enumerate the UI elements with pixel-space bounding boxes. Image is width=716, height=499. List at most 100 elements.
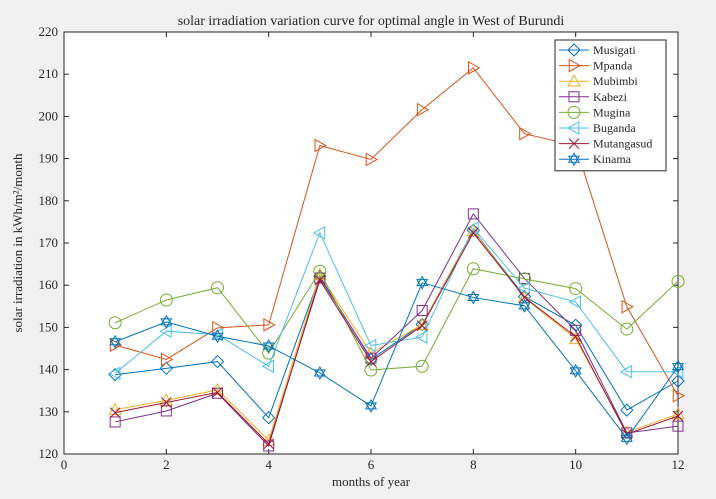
data-point-mutangasud [365, 356, 377, 367]
legend-marker [567, 74, 581, 87]
data-point-mpanda [416, 102, 430, 117]
data-point-buganda [108, 366, 121, 381]
data-point-mugina [671, 274, 685, 288]
data-point-mpanda [672, 388, 686, 403]
data-point-kinama-part [620, 431, 633, 442]
data-point-buganda [415, 330, 428, 344]
data-point-musigati [313, 269, 327, 284]
series-kinama [109, 275, 685, 446]
series-line-musigati [115, 229, 679, 419]
data-point-kabezi [570, 324, 582, 336]
data-point-buganda [261, 359, 274, 374]
data-point-buganda [619, 364, 633, 379]
legend-item-mugina: Mugina [559, 105, 631, 119]
legend-item-mpanda: Mpanda [559, 59, 633, 73]
data-point-musigati [415, 317, 429, 332]
data-point-mugina [262, 346, 276, 360]
data-point-kinama [569, 363, 582, 378]
legend-marker-part [567, 152, 581, 163]
legend-marker [568, 58, 582, 73]
legend-label: Mpanda [593, 59, 633, 73]
data-point-kinama [313, 365, 326, 380]
data-point-kabezi [314, 272, 326, 284]
data-point-kinama-part [518, 298, 531, 310]
series-line-kinama [114, 282, 679, 440]
data-point-kinama-part [467, 290, 480, 301]
data-point-kinama [416, 275, 429, 290]
legend-label: Kinama [593, 152, 632, 166]
x-tick-label: 4 [265, 457, 272, 472]
data-point-musigati [671, 374, 685, 388]
data-point-kabezi [263, 440, 275, 452]
data-point-kinama [364, 398, 378, 413]
data-point-mugina [211, 281, 224, 295]
data-point-kinama-part [160, 318, 173, 329]
y-tick-label: 120 [39, 446, 59, 461]
legend-item-musigati: Musigati [559, 43, 636, 57]
data-point-mpanda [519, 126, 532, 141]
data-point-kinama-part [262, 342, 275, 353]
x-tick-label: 8 [470, 457, 477, 472]
data-point-kinama [262, 338, 275, 353]
data-point-kinama-part [313, 369, 326, 380]
series-layer [108, 61, 686, 452]
data-point-mugina [313, 264, 327, 278]
data-point-mpanda [314, 138, 327, 153]
data-point-kinama-part [416, 279, 429, 290]
data-point-buganda [568, 295, 581, 309]
data-point-mpanda [263, 318, 276, 332]
legend-item-buganda: Buganda [559, 121, 636, 135]
data-point-kinama-part [671, 363, 685, 374]
legend-marker [567, 152, 581, 167]
data-point-kinama-part [160, 314, 173, 326]
data-point-mubimbi [568, 331, 583, 345]
data-point-kinama-part [467, 293, 480, 305]
y-tick-label: 190 [39, 151, 59, 166]
data-point-mpanda [468, 61, 481, 75]
data-point-kinama [671, 359, 685, 374]
data-point-kabezi [160, 405, 172, 417]
x-tick-label: 2 [163, 457, 170, 472]
x-axis-label: months of year [332, 474, 411, 489]
legend-label: Musigati [593, 43, 636, 57]
data-point-kinama-part [569, 363, 582, 375]
data-point-kinama-part [569, 367, 582, 378]
data-point-mutangasud [314, 274, 326, 286]
data-point-kabezi [519, 272, 530, 284]
data-point-mpanda [161, 352, 174, 367]
legend-label: Mutangasud [593, 137, 652, 151]
data-point-kinama [518, 298, 531, 313]
data-point-mubimbi [619, 425, 634, 438]
data-point-musigati [159, 361, 174, 376]
y-tick-label: 150 [39, 319, 59, 334]
data-point-mugina [569, 282, 583, 296]
y-tick-label: 220 [39, 24, 59, 39]
series-buganda [108, 221, 684, 381]
data-point-buganda [670, 364, 684, 379]
legend-label: Mubimbi [593, 74, 638, 88]
legend-item-mubimbi: Mubimbi [559, 74, 638, 88]
data-point-mugina [466, 262, 480, 276]
data-point-kinama-part [211, 329, 224, 340]
legend-label: Mugina [593, 105, 631, 119]
data-point-mugina [620, 322, 634, 336]
data-point-kinama-part [109, 334, 122, 346]
legend-item-mutangasud: Mutangasud [559, 137, 652, 151]
legend-marker-part [567, 155, 581, 167]
data-point-mugina [415, 359, 429, 373]
data-point-kinama-part [364, 402, 378, 413]
series-kabezi [109, 208, 684, 452]
data-point-kinama-part [671, 359, 685, 371]
data-point-mutangasud [672, 410, 684, 422]
chart-title: solar irradiation variation curve for op… [178, 14, 565, 29]
data-point-kinama [620, 431, 633, 446]
data-point-kinama-part [211, 332, 224, 344]
legend-marker [566, 121, 580, 135]
data-point-mutangasud [212, 387, 223, 398]
series-line-mpanda [115, 67, 679, 397]
data-point-buganda [312, 226, 326, 240]
data-point-musigati [261, 411, 276, 425]
y-tick-label: 210 [39, 66, 59, 81]
data-point-musigati [210, 354, 225, 369]
series-line-kabezi [115, 212, 679, 447]
